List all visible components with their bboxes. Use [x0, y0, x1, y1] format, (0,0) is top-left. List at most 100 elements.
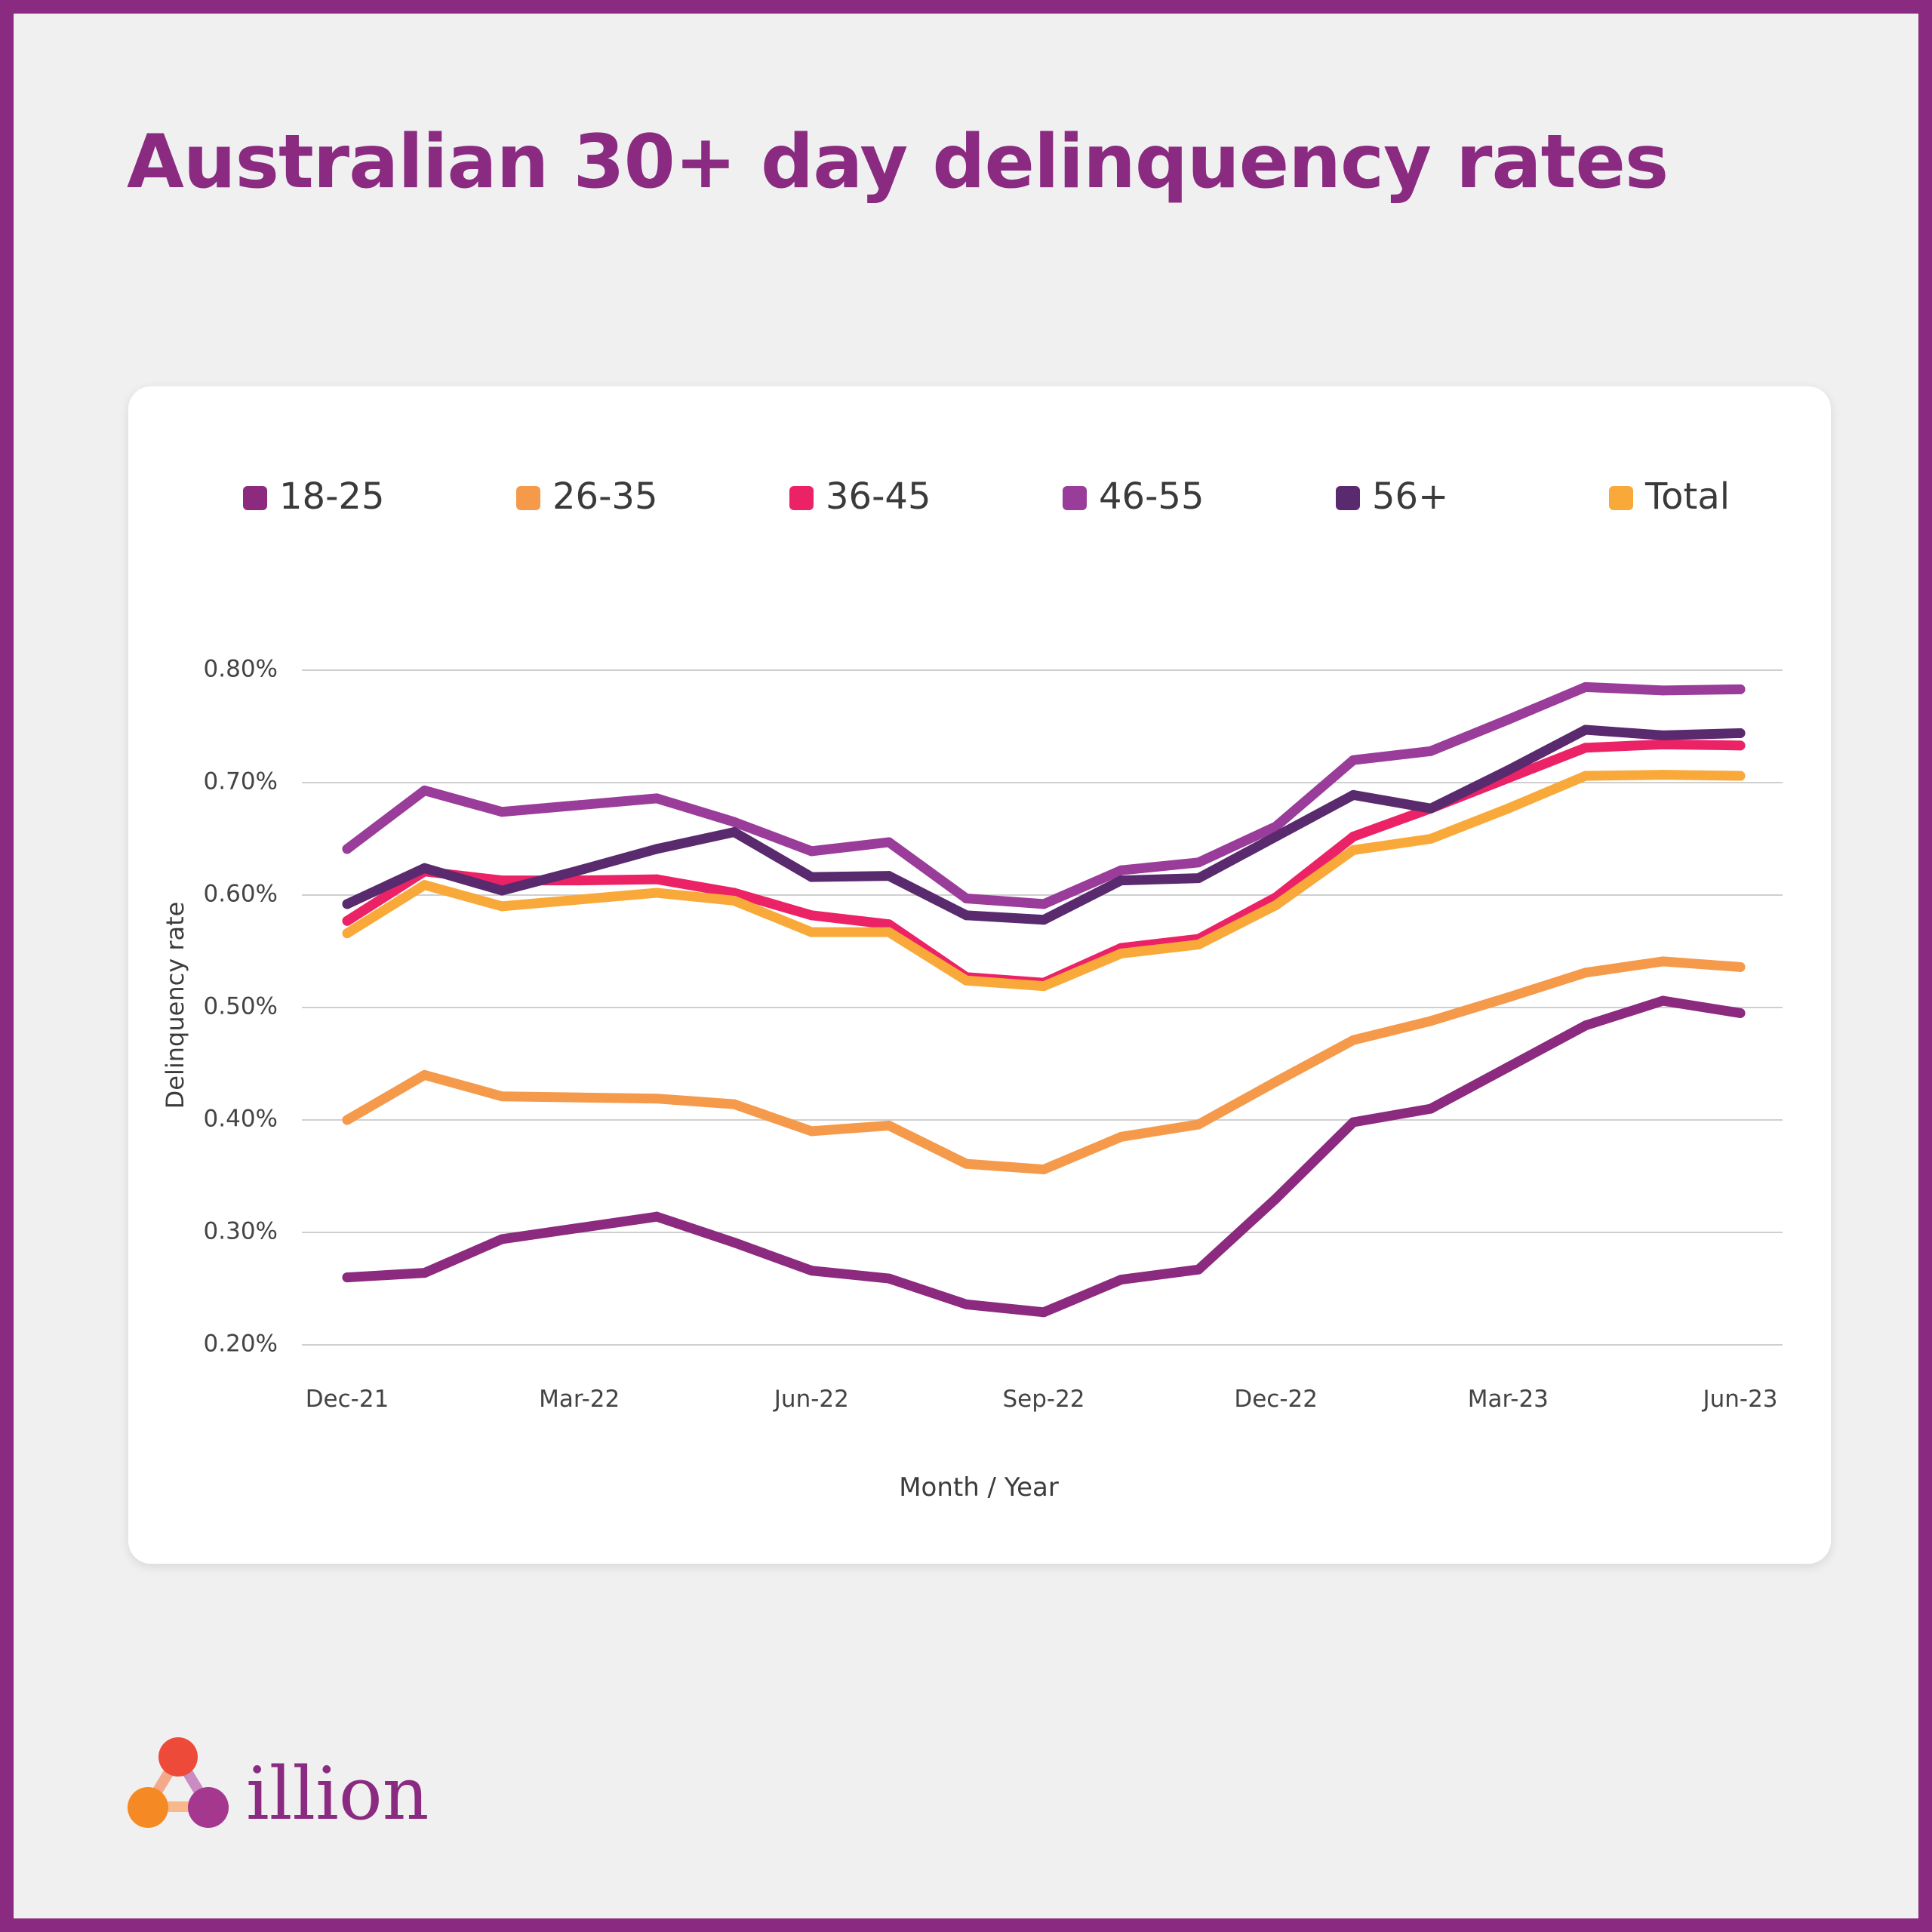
- x-tick-label: Mar-23: [1468, 1386, 1549, 1413]
- series-group: [342, 995, 1746, 1318]
- data-point: [961, 975, 971, 986]
- x-axis-ticks: Dec-21 Mar-22 Jun-22 Sep-22 Dec-22 Mar-23 Jun-…: [306, 1386, 1778, 1413]
- data-point: [420, 1069, 430, 1080]
- data-point: [342, 899, 352, 909]
- series-group: [342, 770, 1746, 992]
- x-axis-label: Month / Year: [899, 1472, 1059, 1503]
- chart-card: 18-25 26-35 36-45 46-55 56+ Total 0.20% 0.30% 0…: [128, 386, 1831, 1564]
- data-point: [1426, 834, 1436, 844]
- data-point: [1116, 948, 1127, 958]
- series-lines: [342, 681, 1746, 1318]
- legend-label: Total: [1644, 475, 1730, 518]
- y-tick-label: 0.60%: [204, 881, 278, 908]
- data-point: [1657, 685, 1668, 696]
- x-tick-label: Sep-22: [1002, 1386, 1084, 1413]
- data-point: [729, 1237, 740, 1247]
- y-tick-label: 0.40%: [204, 1106, 278, 1133]
- data-point: [574, 865, 585, 875]
- data-point: [884, 837, 894, 848]
- data-point: [1193, 857, 1204, 868]
- data-point: [342, 915, 352, 926]
- data-point: [806, 872, 817, 882]
- data-point: [1580, 771, 1591, 781]
- data-point: [1735, 771, 1746, 781]
- data-point: [884, 1273, 894, 1284]
- series-group: [342, 681, 1746, 909]
- legend-item: 56+: [1336, 475, 1448, 518]
- data-point: [884, 1120, 894, 1131]
- data-point: [1348, 1117, 1358, 1128]
- data-point: [1657, 739, 1668, 749]
- data-point: [497, 1234, 507, 1244]
- grid-lines: [302, 669, 1783, 1346]
- y-tick-label: 0.30%: [204, 1218, 278, 1245]
- data-point: [651, 874, 662, 884]
- data-point: [729, 817, 740, 827]
- data-point: [1038, 1307, 1049, 1318]
- data-point: [1116, 875, 1127, 886]
- data-point: [884, 919, 894, 930]
- data-point: [884, 927, 894, 937]
- data-point: [729, 888, 740, 898]
- data-point: [497, 901, 507, 912]
- data-point: [1271, 1076, 1281, 1087]
- data-point: [1735, 684, 1746, 694]
- data-point: [1193, 940, 1204, 950]
- x-tick-label: Dec-22: [1234, 1386, 1318, 1413]
- y-axis-ticks: 0.20% 0.30% 0.40% 0.50% 0.60% 0.70% 0.80%: [204, 656, 278, 1358]
- x-tick-label: Jun-22: [773, 1386, 849, 1413]
- data-point: [342, 928, 352, 939]
- data-point: [1426, 1103, 1436, 1114]
- data-point: [1503, 715, 1513, 725]
- data-point: [884, 871, 894, 881]
- y-tick-label: 0.70%: [204, 768, 278, 795]
- data-point: [651, 844, 662, 854]
- data-point: [342, 844, 352, 854]
- data-point: [1193, 1119, 1204, 1130]
- data-point: [806, 910, 817, 921]
- y-axis-label: Delinquency rate: [161, 902, 189, 1109]
- data-point: [1580, 968, 1591, 978]
- data-point: [806, 927, 817, 937]
- legend-swatch: [789, 486, 814, 510]
- data-point: [1580, 724, 1591, 735]
- data-point: [961, 893, 971, 903]
- legend: 18-25 26-35 36-45 46-55 56+ Total: [243, 475, 1730, 518]
- data-point: [1193, 1264, 1204, 1275]
- data-point: [1348, 1035, 1358, 1045]
- line-chart: 18-25 26-35 36-45 46-55 56+ Total 0.20%0.30%0…: [161, 475, 1783, 1503]
- data-point: [651, 1094, 662, 1104]
- data-point: [574, 1092, 585, 1103]
- legend-swatch: [1063, 486, 1087, 510]
- data-point: [651, 793, 662, 804]
- data-point: [806, 846, 817, 857]
- data-point: [1735, 1008, 1746, 1018]
- data-point: [729, 1099, 740, 1109]
- data-point: [342, 1272, 352, 1283]
- data-point: [1271, 821, 1281, 832]
- data-point: [574, 800, 585, 811]
- data-point: [497, 875, 507, 886]
- data-point: [1426, 803, 1436, 814]
- data-point: [1426, 1016, 1436, 1026]
- data-point: [1348, 789, 1358, 800]
- x-tick-label: Dec-21: [306, 1386, 389, 1413]
- data-point: [497, 807, 507, 817]
- data-point: [420, 785, 430, 795]
- series-line: [342, 724, 1746, 925]
- data-point: [1657, 956, 1668, 967]
- legend-item: 26-35: [516, 475, 657, 518]
- data-point: [1503, 803, 1513, 814]
- legend-item: 46-55: [1063, 475, 1204, 518]
- data-point: [1657, 770, 1668, 780]
- data-point: [1580, 681, 1591, 692]
- y-tick-label: 0.80%: [204, 656, 278, 683]
- data-point: [1735, 740, 1746, 751]
- data-point: [1657, 995, 1668, 1006]
- series-group: [342, 724, 1746, 925]
- brand-logo: illion: [125, 1734, 457, 1843]
- data-point: [729, 827, 740, 838]
- data-point: [1271, 900, 1281, 910]
- data-point: [1193, 873, 1204, 884]
